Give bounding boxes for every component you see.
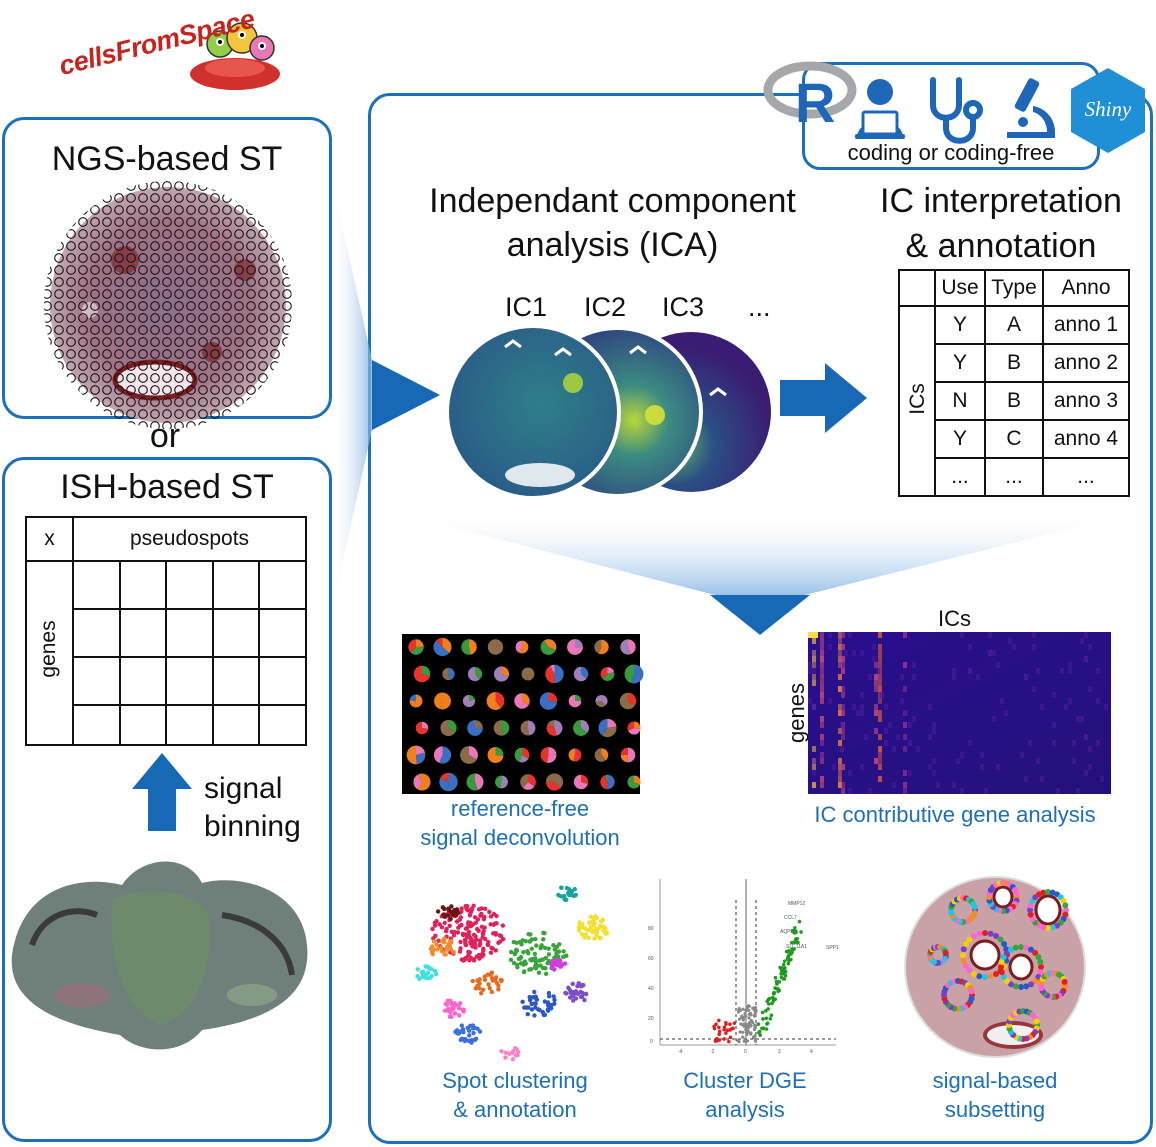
dge-x-tick: 4 — [810, 1049, 813, 1055]
matrix-row-label: genes — [25, 560, 74, 746]
subset-tissue-image — [904, 876, 1086, 1058]
dge-caption-2: analysis — [705, 1097, 785, 1122]
dge-gene-label: AQP6 — [780, 929, 794, 935]
heatmap-caption: IC contributive gene analysis — [814, 802, 1096, 827]
dge-x-tick: -2 — [710, 1049, 715, 1055]
dge-y-tick: 40 — [648, 986, 654, 992]
flow-arrow-down — [385, 510, 1145, 635]
col-header-type: Type — [984, 269, 1044, 307]
dge-x-tick: 2 — [778, 1049, 781, 1055]
flow-arrow-right — [332, 180, 440, 610]
ic-label-more: ... — [748, 292, 771, 322]
ics-row-label: ICs — [898, 305, 936, 497]
ica-title-line1: Independant component — [429, 182, 796, 220]
binning-up-arrow — [132, 753, 192, 831]
r-logo-icon: R — [763, 61, 857, 134]
cluster-umap — [415, 885, 610, 1062]
subset-caption-1: signal-based — [932, 1068, 1058, 1093]
coder-icon — [855, 79, 905, 139]
matrix-header: pseudospots — [72, 516, 307, 562]
shiny-logo-icon: Shiny — [1071, 68, 1145, 153]
ica-title-line2: analysis (ICA) — [506, 226, 719, 264]
ngs-title: NGS-based ST — [51, 140, 283, 178]
heatmap-x-label: ICs — [938, 606, 971, 631]
dge-gene-label: CCL7 — [784, 915, 797, 921]
matrix-corner: x — [25, 516, 74, 562]
pseudospot-matrix: x pseudospots genes — [25, 516, 307, 746]
dge-y-tick: 60 — [648, 956, 654, 962]
microscope-icon — [1007, 78, 1055, 138]
logo-graphic — [190, 22, 280, 90]
deconv-caption-1: reference-free — [450, 796, 590, 821]
logo: cellsFromSpace — [50, 2, 280, 102]
ngs-tissue-image — [44, 181, 292, 429]
interp-title-line2: & annotation — [905, 227, 1097, 265]
dge-y-tick: 80 — [648, 926, 654, 932]
cluster-caption-2: & annotation — [453, 1097, 577, 1122]
or-text: or — [149, 417, 181, 455]
table-row: ......... — [899, 457, 1130, 497]
col-header-anno: Anno — [1042, 269, 1130, 307]
interp-title-line1: IC interpretation — [880, 182, 1122, 220]
dge-y-tick: 0 — [650, 1039, 653, 1045]
table-corner — [898, 269, 936, 307]
ic-label-1: IC1 — [505, 292, 548, 322]
dge-x-tick: 0 — [744, 1049, 747, 1055]
dge-caption-1: Cluster DGE — [683, 1068, 807, 1093]
ic-maps — [445, 324, 775, 500]
dge-x-tick: -4 — [678, 1049, 683, 1055]
heatmap-y-label: genes — [784, 683, 809, 743]
ish-brain-image — [11, 861, 308, 1050]
subset-caption-2: subsetting — [944, 1097, 1046, 1122]
ngs-panel: NGS-based ST — [2, 117, 332, 429]
dge-gene-label: MMP12 — [788, 901, 805, 907]
svg-text:R: R — [795, 71, 835, 134]
col-header-use: Use — [934, 269, 986, 307]
stethoscope-icon — [930, 77, 983, 144]
tools-icons: R Shiny — [763, 61, 1145, 153]
tools-subtitle: coding or coding-free — [847, 140, 1055, 165]
arrow-label-signal: signal — [204, 772, 283, 805]
ica-to-interp-arrow — [780, 363, 867, 433]
svg-text:Shiny: Shiny — [1085, 97, 1132, 121]
dge-gene-label: SPP1 — [826, 945, 839, 951]
deconv-pie-grid — [402, 634, 644, 794]
arrow-label-binning: binning — [204, 810, 301, 843]
ish-title: ISH-based ST — [60, 468, 274, 506]
dge-volcano-plot: 80 60 40 20 0 -4 -2 0 2 4 MMP12 CCL7 AQP… — [648, 879, 839, 1055]
cluster-caption-1: Spot clustering — [442, 1068, 588, 1093]
ic-label-3: IC3 — [662, 292, 705, 322]
ic-gene-heatmap — [808, 632, 1111, 794]
dge-gene-label: SLC11A1 — [786, 944, 807, 950]
dge-y-tick: 20 — [648, 1016, 654, 1022]
deconv-caption-2: signal deconvolution — [420, 825, 620, 850]
ic-label-2: IC2 — [584, 292, 627, 322]
